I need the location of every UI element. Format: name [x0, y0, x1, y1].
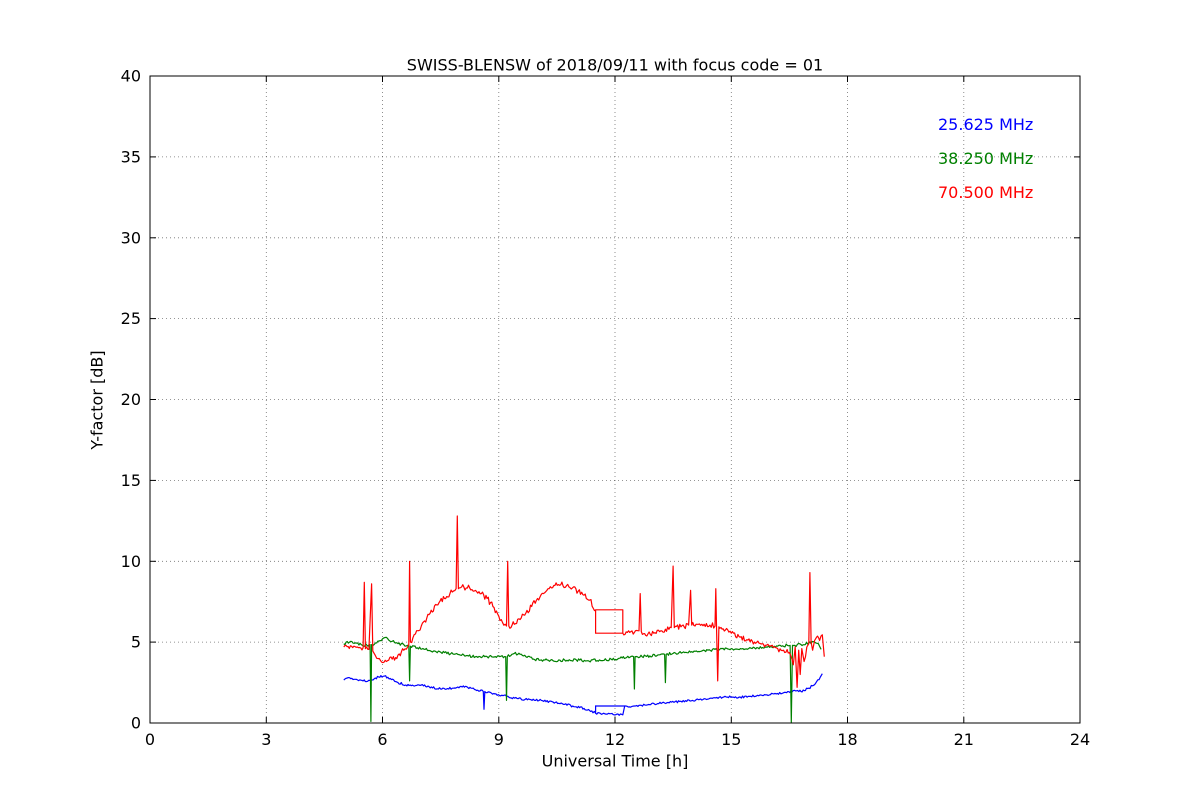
y-tick-label: 25 — [121, 309, 141, 328]
x-tick-label: 24 — [1070, 730, 1090, 749]
x-tick-label: 6 — [377, 730, 387, 749]
legend-entry-70-500-mhz: 70.500 MHz — [938, 183, 1034, 202]
series-segment-0 — [594, 705, 625, 714]
y-tick-label: 5 — [131, 633, 141, 652]
y-tick-label: 35 — [121, 147, 141, 166]
y-tick-label: 40 — [121, 67, 141, 86]
x-tick-label: 12 — [605, 730, 625, 749]
series-segment-2 — [594, 609, 623, 634]
x-tick-label: 18 — [837, 730, 857, 749]
legend-entry-38-250-mhz: 38.250 MHz — [938, 149, 1034, 168]
x-tick-label: 3 — [261, 730, 271, 749]
legend: 25.625 MHz 38.250 MHz 70.500 MHz — [938, 108, 1033, 210]
ticks: 0 3 6 9 12 15 18 21 24 0 5 10 15 20 25 30 35 40 — [121, 67, 1091, 750]
series-line-2 — [343, 515, 825, 689]
x-tick-label: 15 — [721, 730, 741, 749]
y-tick-label: 10 — [121, 552, 141, 571]
chart-title: SWISS-BLENSW of 2018/09/11 with focus co… — [406, 55, 824, 75]
y-tick-label: 20 — [121, 390, 141, 409]
x-axis-label: Universal Time [h] — [541, 751, 689, 771]
y-axis-label: Y-factor [dB] — [87, 350, 107, 450]
y-tick-label: 30 — [121, 228, 141, 247]
x-tick-label: 0 — [145, 730, 155, 749]
series-lines — [343, 515, 825, 723]
series-line-0 — [343, 673, 823, 716]
x-tick-label: 9 — [494, 730, 504, 749]
y-tick-label: 0 — [131, 714, 141, 733]
legend-entry-25-625-mhz: 25.625 MHz — [938, 115, 1034, 134]
y-tick-label: 15 — [121, 471, 141, 490]
series-line-1 — [343, 636, 822, 723]
x-tick-label: 21 — [954, 730, 974, 749]
